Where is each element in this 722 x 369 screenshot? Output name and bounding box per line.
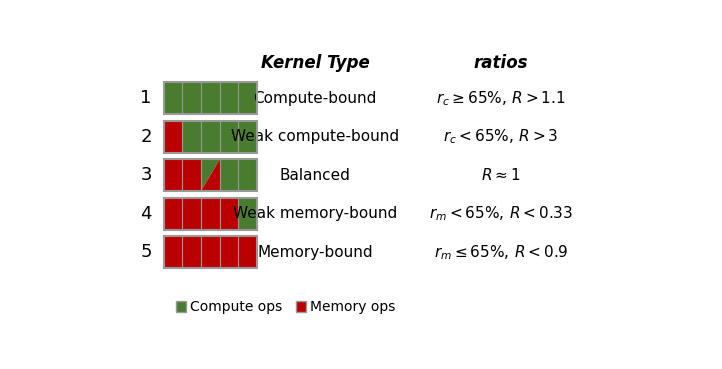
Bar — [183, 82, 201, 114]
Bar — [238, 82, 257, 114]
Bar — [201, 197, 219, 230]
Text: Kernel Type: Kernel Type — [261, 54, 370, 72]
Text: 3: 3 — [140, 166, 152, 184]
Bar — [201, 121, 219, 153]
Bar — [238, 236, 257, 268]
Bar — [175, 301, 186, 312]
Text: Weak compute-bound: Weak compute-bound — [231, 129, 399, 144]
Bar — [164, 236, 183, 268]
Bar — [164, 82, 183, 114]
Bar — [201, 236, 219, 268]
Text: Weak memory-bound: Weak memory-bound — [233, 206, 397, 221]
Bar — [238, 159, 257, 192]
Text: Memory-bound: Memory-bound — [257, 245, 373, 260]
Bar — [164, 159, 257, 192]
Text: 1: 1 — [140, 89, 152, 107]
Text: Compute ops: Compute ops — [190, 300, 282, 314]
Bar — [183, 197, 201, 230]
Text: ratios: ratios — [474, 54, 529, 72]
Text: $r_c \geq 65\%,\, R > 1.1$: $r_c \geq 65\%,\, R > 1.1$ — [436, 89, 566, 107]
Polygon shape — [201, 159, 219, 192]
Bar — [164, 236, 257, 268]
Bar — [164, 82, 257, 114]
Text: Memory ops: Memory ops — [310, 300, 396, 314]
Text: Balanced: Balanced — [279, 168, 350, 183]
Text: $r_c < 65\%,\, R > 3$: $r_c < 65\%,\, R > 3$ — [443, 127, 559, 146]
Bar — [201, 82, 219, 114]
Bar — [183, 236, 201, 268]
Bar — [164, 197, 257, 230]
Text: $r_m \leq 65\%,\, R < 0.9$: $r_m \leq 65\%,\, R < 0.9$ — [434, 243, 568, 262]
Bar — [164, 159, 183, 192]
Bar — [219, 159, 238, 192]
Bar — [164, 197, 183, 230]
Bar — [183, 159, 201, 192]
Bar — [164, 121, 183, 153]
Text: 2: 2 — [140, 128, 152, 146]
Bar — [164, 121, 257, 153]
Text: 5: 5 — [140, 243, 152, 261]
Bar — [219, 82, 238, 114]
Bar — [295, 301, 306, 312]
Bar — [238, 121, 257, 153]
Text: 4: 4 — [140, 205, 152, 223]
Bar — [183, 121, 201, 153]
Bar — [219, 121, 238, 153]
Bar — [219, 236, 238, 268]
Text: $R \approx 1$: $R \approx 1$ — [482, 167, 521, 183]
Bar — [238, 197, 257, 230]
Bar — [219, 197, 238, 230]
Polygon shape — [201, 159, 219, 192]
Text: $r_m < 65\%,\, R < 0.33$: $r_m < 65\%,\, R < 0.33$ — [429, 204, 573, 223]
Text: Compute-bound: Compute-bound — [253, 91, 377, 106]
